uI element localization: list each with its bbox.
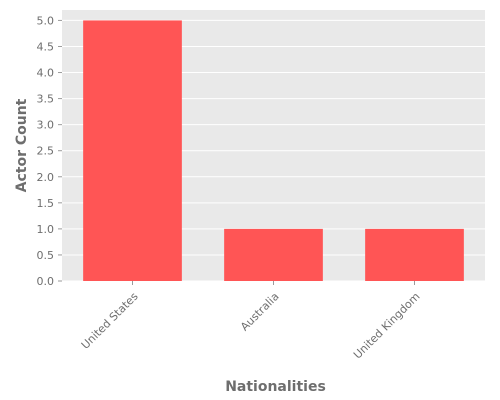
y-tick-label: 1.0: [37, 223, 55, 236]
y-axis-ticks: 0.0 0.5 1.0 1.5 2.0 2.5 3.0 3.5 4.0 4.5 5.0: [37, 14, 62, 288]
y-tick-label: 4.0: [37, 67, 55, 80]
y-tick-label: 0.5: [37, 249, 55, 262]
x-tick-label: United Kingdom: [351, 290, 423, 362]
y-tick-label: 1.5: [37, 197, 55, 210]
bar-australia: [224, 228, 323, 281]
y-tick-label: 3.5: [37, 93, 55, 106]
bars: [83, 20, 464, 282]
x-tick-label: Australia: [238, 290, 282, 334]
x-tick-label: United States: [79, 290, 141, 352]
y-tick-label: 5.0: [37, 14, 55, 27]
x-axis-ticks: United States Australia United Kingdom: [79, 281, 423, 362]
x-axis-label: Nationalities: [225, 379, 326, 395]
y-tick-label: 2.5: [37, 145, 55, 158]
y-tick-label: 0.0: [37, 275, 55, 288]
y-tick-label: 2.0: [37, 171, 55, 184]
y-tick-label: 4.5: [37, 40, 55, 53]
y-axis-label: Actor Count: [14, 98, 30, 192]
bar-united-kingdom: [365, 228, 464, 281]
bar-united-states: [83, 20, 182, 282]
y-tick-label: 3.0: [37, 119, 55, 132]
